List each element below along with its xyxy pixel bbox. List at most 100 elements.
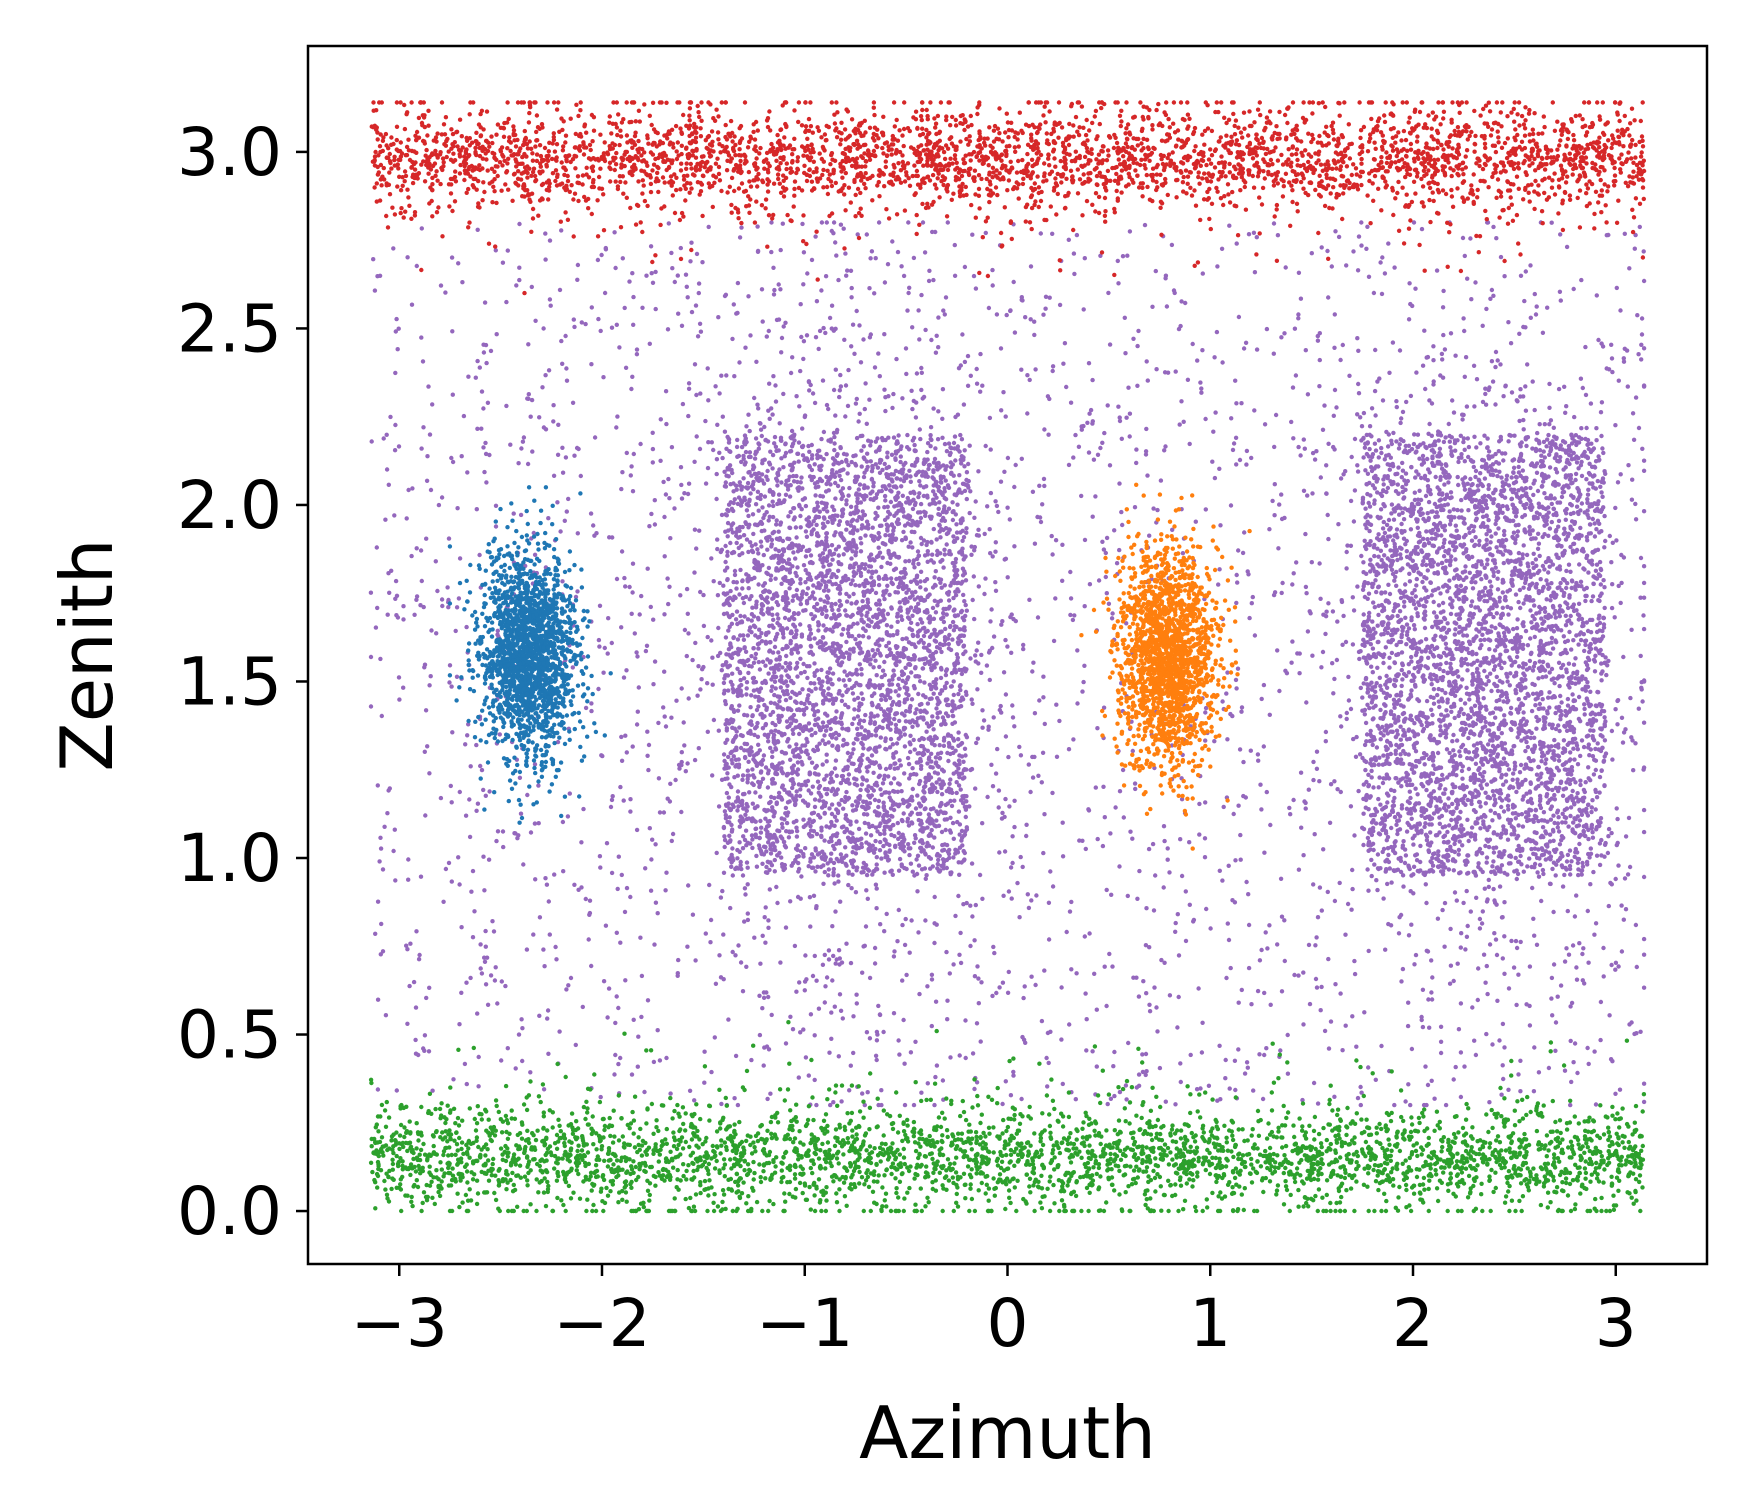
data-point: [896, 907, 901, 913]
data-point: [564, 509, 569, 514]
scatter-points: [368, 100, 1647, 1214]
data-point: [1413, 594, 1419, 599]
data-point: [652, 659, 658, 664]
data-point: [1082, 256, 1088, 261]
data-point: [1252, 408, 1257, 413]
data-point: [1458, 583, 1464, 588]
data-point: [1551, 962, 1557, 967]
data-point: [1197, 801, 1202, 807]
data-point: [930, 714, 935, 719]
data-point: [1518, 939, 1523, 945]
data-point: [967, 443, 972, 448]
data-point: [870, 648, 875, 653]
data-point: [528, 1070, 533, 1075]
data-point: [1562, 959, 1568, 964]
data-point: [413, 1037, 418, 1043]
data-point: [698, 391, 703, 396]
data-point: [1193, 519, 1199, 524]
data-point: [1302, 799, 1307, 804]
data-point: [1130, 748, 1136, 754]
data-point: [844, 498, 849, 503]
data-point: [696, 290, 701, 296]
data-point: [731, 737, 736, 743]
data-point: [1042, 812, 1047, 817]
data-point: [924, 710, 929, 715]
data-point: [1511, 771, 1516, 776]
data-point: [911, 737, 916, 743]
data-point: [998, 703, 1003, 709]
data-point: [816, 676, 822, 682]
data-point: [874, 780, 879, 785]
data-point: [918, 436, 923, 442]
data-point: [655, 1028, 660, 1033]
data-point: [813, 869, 818, 874]
data-point: [1369, 406, 1375, 411]
data-point: [1578, 376, 1584, 381]
data-point: [1041, 695, 1046, 700]
data-point: [1571, 746, 1576, 751]
data-point: [838, 222, 844, 227]
data-point: [679, 750, 684, 755]
data-point: [572, 324, 577, 330]
data-point: [960, 538, 965, 543]
data-point: [859, 541, 864, 546]
data-point: [970, 1051, 976, 1056]
data-point: [939, 829, 945, 835]
data-point: [905, 495, 910, 501]
data-point: [1531, 551, 1536, 556]
data-point: [1331, 691, 1336, 696]
data-point: [976, 976, 981, 981]
data-point: [1527, 964, 1533, 969]
data-point: [684, 653, 689, 659]
data-point: [1483, 386, 1488, 391]
data-point: [1399, 416, 1404, 421]
data-point: [901, 811, 906, 816]
data-point: [1217, 868, 1223, 873]
data-point: [1623, 834, 1629, 839]
data-point: [446, 605, 451, 610]
data-point: [1155, 507, 1160, 513]
data-point: [753, 651, 759, 657]
data-point: [1049, 533, 1054, 539]
data-point: [1570, 692, 1575, 697]
data-point: [576, 446, 581, 452]
data-point: [1173, 920, 1178, 926]
data-point: [1326, 536, 1331, 542]
data-point: [1434, 268, 1440, 273]
data-point: [843, 683, 848, 688]
data-point: [414, 546, 419, 551]
data-point: [1131, 336, 1136, 341]
data-point: [553, 944, 558, 950]
data-point: [543, 231, 548, 236]
data-point: [1050, 884, 1056, 889]
data-point: [803, 529, 809, 534]
data-point: [732, 1096, 737, 1101]
data-point: [1413, 952, 1419, 958]
data-point: [547, 932, 552, 937]
data-point: [1431, 379, 1436, 384]
data-point: [1488, 296, 1493, 301]
data-point: [791, 550, 796, 555]
data-point: [475, 801, 481, 806]
data-point: [945, 1017, 950, 1022]
data-point: [1601, 974, 1606, 979]
data-point: [940, 435, 945, 440]
data-point: [1072, 271, 1077, 277]
data-point: [375, 997, 381, 1002]
data-point: [747, 790, 752, 795]
data-point: [743, 449, 749, 455]
data-point: [1486, 483, 1492, 488]
data-point: [1127, 434, 1132, 439]
data-point: [427, 771, 432, 776]
data-point: [505, 248, 510, 253]
data-point: [887, 652, 893, 658]
data-point: [723, 813, 728, 818]
data-point: [1588, 401, 1594, 406]
data-point: [1448, 963, 1454, 968]
data-point: [929, 827, 934, 833]
data-point: [772, 869, 777, 874]
data-point: [772, 679, 778, 684]
data-point: [1290, 582, 1295, 587]
data-point: [530, 449, 535, 454]
data-point: [1244, 448, 1250, 454]
